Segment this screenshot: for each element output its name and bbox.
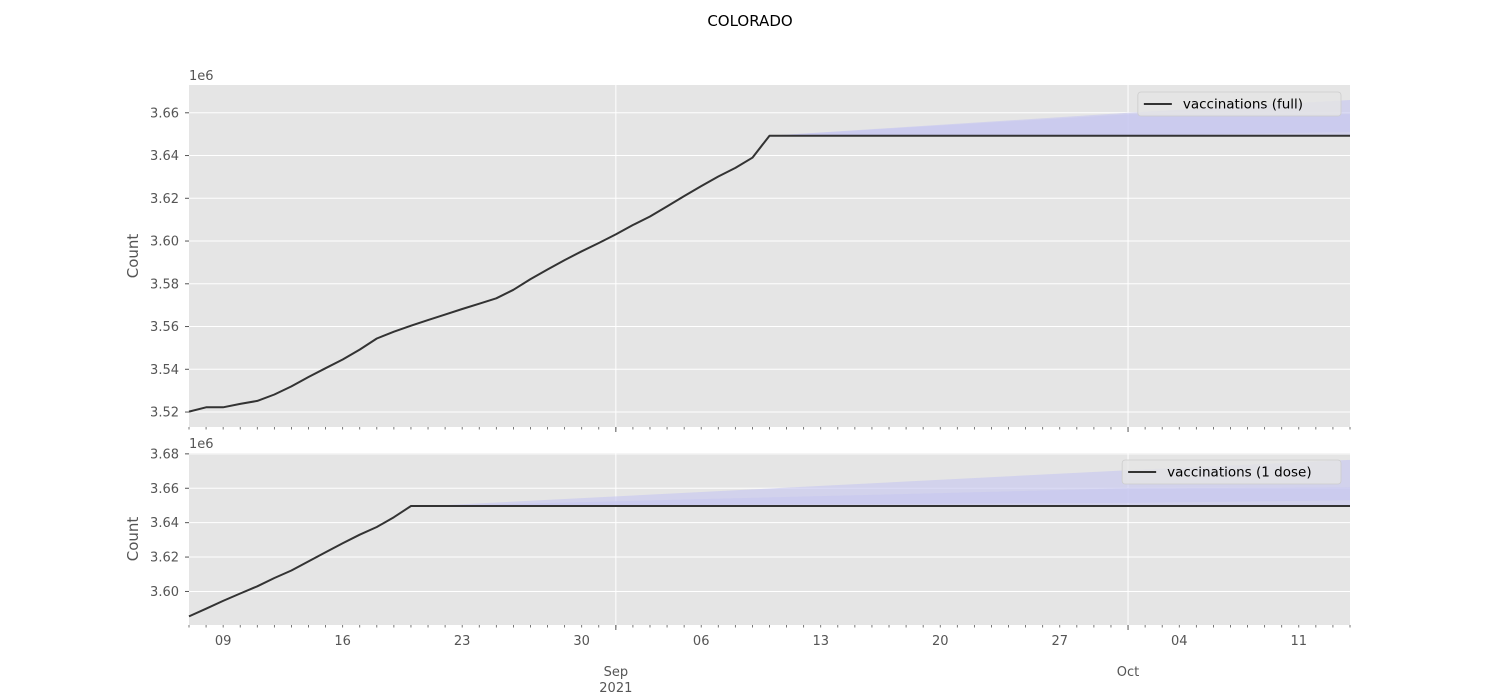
y-tick-label: 3.64 [150, 516, 179, 531]
y-tick-label: 3.58 [150, 277, 179, 292]
x-tick-label: 04 [1171, 634, 1188, 649]
series-line [188, 505, 1350, 618]
y-tick-label: 3.60 [150, 585, 179, 600]
x-tick-label: 16 [334, 634, 351, 649]
plot-area [189, 85, 1350, 427]
chart-panel-1: 3.52 3.54 3.56 3.58 3.60 3.62 3.64 3.66 1e6 Count… [124, 69, 1351, 432]
y-offset-label: 1e6 [189, 69, 214, 84]
legend-label: vaccinations (1 dose) [1167, 465, 1311, 481]
x-tick-label: 27 [1051, 634, 1068, 649]
y-tick-label: 3.62 [150, 192, 179, 207]
y-tick-label: 3.66 [150, 482, 179, 497]
chart-panel-2: 3.60 3.62 3.64 3.66 3.68 1e6 Count vaccinations… [124, 437, 1351, 696]
y-tick-label: 3.66 [150, 106, 179, 121]
x-month-label: Sep [604, 665, 629, 680]
y-offset-label: 1e6 [189, 437, 214, 452]
y-tick-label: 3.52 [150, 406, 179, 421]
x-tick-label: 06 [693, 634, 710, 649]
y-tick-label: 3.62 [150, 551, 179, 566]
legend: vaccinations (full) [1137, 91, 1342, 117]
x-tick-label: 23 [454, 634, 471, 649]
y-axis-label: Count [124, 234, 142, 279]
x-year-label: 2021 [599, 681, 632, 696]
chart-panels: 3.52 3.54 3.56 3.58 3.60 3.62 3.64 3.66 1e6 Count… [124, 69, 1351, 696]
legend: vaccinations (1 dose) [1121, 459, 1342, 485]
x-tick-label: 20 [932, 634, 949, 649]
y-tick-label: 3.68 [150, 447, 179, 462]
x-tick-label: 11 [1291, 634, 1308, 649]
y-tick-label: 3.60 [150, 235, 179, 250]
y-tick-label: 3.54 [150, 363, 179, 378]
x-month-label: Oct [1117, 665, 1139, 680]
y-axis-label: Count [124, 517, 142, 562]
x-tick-label: 09 [215, 634, 232, 649]
legend-box [1121, 459, 1342, 485]
x-tick-label: 13 [812, 634, 829, 649]
y-tick-label: 3.56 [150, 320, 179, 335]
x-tick-label: 30 [573, 634, 590, 649]
series-line [188, 134, 1350, 413]
y-tick-label: 3.64 [150, 149, 179, 164]
legend-label: vaccinations (full) [1183, 97, 1303, 113]
chart-title: COLORADO [707, 12, 792, 30]
legend-box [1137, 91, 1342, 117]
forecast-band [428, 459, 1350, 506]
